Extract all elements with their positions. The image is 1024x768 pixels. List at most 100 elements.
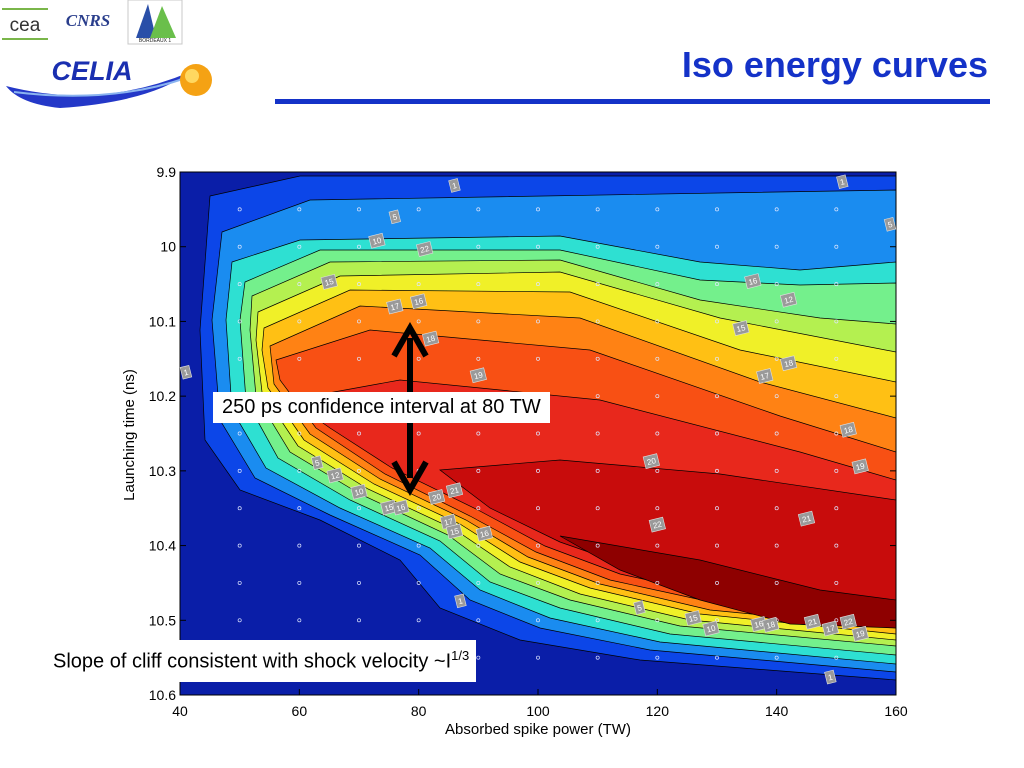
grid-marker [774, 244, 779, 249]
svg-text:1: 1 [839, 177, 846, 187]
svg-text:22: 22 [419, 244, 430, 255]
x-tick-label: 60 [292, 703, 308, 719]
grid-marker [774, 431, 779, 436]
svg-text:19: 19 [473, 370, 484, 381]
contour-label: 5 [311, 455, 324, 470]
grid-marker [357, 468, 361, 473]
svg-text:10: 10 [354, 487, 365, 498]
grid-marker [357, 207, 361, 212]
contour-label: 21 [797, 510, 816, 527]
svg-text:17: 17 [759, 371, 770, 382]
grid-marker [416, 319, 421, 324]
svg-text:5: 5 [314, 458, 321, 468]
grid-marker [297, 431, 302, 436]
svg-text:17: 17 [390, 301, 401, 312]
grid-marker [715, 319, 719, 324]
svg-text:20: 20 [646, 456, 657, 467]
svg-text:15: 15 [384, 502, 395, 513]
grid-marker [774, 580, 779, 585]
grid-marker [655, 207, 660, 212]
svg-text:18: 18 [765, 620, 776, 631]
slope-callout: Slope of cliff consistent with shock vel… [46, 640, 477, 682]
university-text: BORDEAUX 1 [139, 38, 171, 44]
svg-text:21: 21 [807, 617, 818, 628]
grid-marker [715, 543, 719, 548]
grid-marker [715, 282, 719, 287]
grid-marker [536, 282, 540, 287]
svg-text:1: 1 [183, 368, 190, 378]
grid-marker [655, 431, 660, 436]
contour-label: 1 [836, 174, 849, 189]
svg-text:1: 1 [457, 596, 464, 606]
grid-marker [297, 244, 302, 249]
grid-marker [536, 244, 540, 249]
contour-label: 18 [839, 421, 857, 438]
grid-marker [357, 580, 361, 585]
grid-marker [655, 468, 660, 473]
grid-marker [237, 207, 242, 212]
grid-marker [297, 282, 302, 287]
grid-marker [536, 506, 540, 511]
grid-marker [476, 580, 481, 585]
grid-marker [297, 580, 302, 585]
grid-marker [297, 468, 302, 473]
contour-label: 1 [454, 593, 467, 609]
grid-marker [357, 506, 361, 511]
grid-marker [237, 431, 242, 436]
grid-marker [237, 543, 242, 548]
contour-label: 12 [326, 467, 344, 484]
contour-fills [180, 172, 896, 695]
grid-marker [715, 618, 719, 623]
grid-marker [536, 543, 540, 548]
confidence-interval-callout: 250 ps confidence interval at 80 TW [213, 392, 550, 423]
cea-logo: cea [0, 8, 50, 40]
grid-marker [834, 506, 839, 511]
grid-marker [237, 319, 242, 324]
grid-marker [655, 655, 660, 660]
svg-text:22: 22 [652, 520, 663, 531]
grid-marker [476, 282, 481, 287]
grid-marker [416, 431, 421, 436]
grid-marker [536, 356, 540, 361]
grid-marker [595, 655, 600, 660]
celia-text: CELIA [52, 56, 133, 86]
contour-label: 12 [779, 291, 798, 308]
svg-text:16: 16 [748, 276, 759, 287]
svg-text:17: 17 [825, 623, 836, 634]
x-tick-label: 140 [765, 703, 789, 719]
contour-label: 5 [388, 209, 401, 225]
contour-label: 16 [475, 525, 493, 542]
grid-marker [297, 356, 302, 361]
svg-text:16: 16 [413, 296, 424, 307]
svg-text:19: 19 [855, 461, 866, 472]
grid-marker [237, 282, 242, 287]
grid-marker [655, 244, 660, 249]
grid-marker [595, 244, 600, 249]
grid-marker [595, 543, 600, 548]
grid-marker [297, 543, 302, 548]
contour-label: 17 [386, 298, 404, 315]
svg-text:22: 22 [843, 617, 854, 628]
x-axis-ticks: 40 60 80 100 120 140 160 [172, 689, 908, 719]
grid-marker [834, 356, 839, 361]
grid-marker [237, 580, 242, 585]
y-tick-label: 10.6 [149, 687, 176, 703]
svg-text:1: 1 [827, 673, 834, 683]
svg-text:18: 18 [783, 358, 794, 369]
contour-label: 10 [368, 232, 386, 249]
grid-marker [297, 618, 302, 623]
grid-marker [476, 356, 481, 361]
contour-label: 18 [421, 330, 440, 347]
svg-text:18: 18 [425, 334, 436, 345]
grid-marker [297, 319, 302, 324]
grid-marker [834, 207, 839, 212]
contour-label: 10 [350, 483, 368, 500]
grid-marker [476, 468, 481, 473]
contour-label: 19 [851, 625, 869, 642]
contour-label: 19 [851, 458, 869, 475]
grid-marker [416, 506, 421, 511]
grid-marker [834, 543, 839, 548]
grid-marker [476, 244, 481, 249]
